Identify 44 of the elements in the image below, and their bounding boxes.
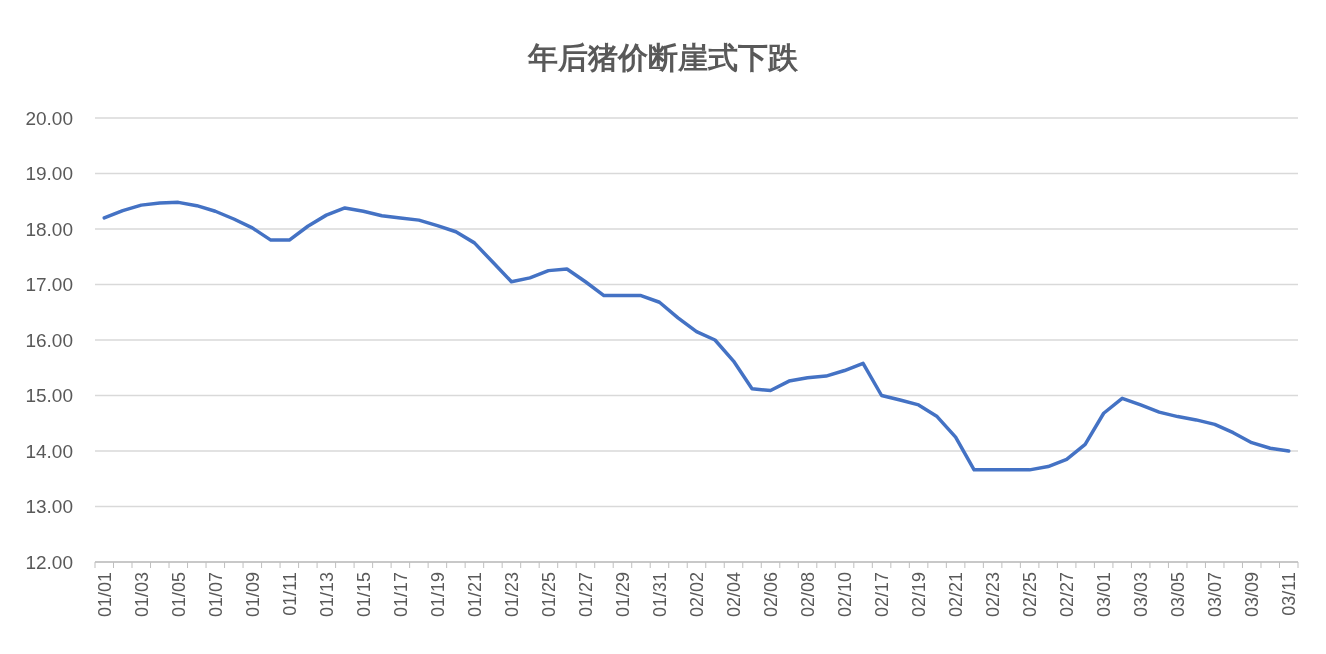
x-tick-label: 02/25 (1019, 572, 1040, 618)
x-tick-label: 01/19 (427, 572, 448, 618)
x-tick-label: 01/09 (242, 572, 263, 618)
x-tick-label: 01/25 (538, 572, 559, 618)
y-tick-label: 16.00 (25, 329, 73, 351)
x-tick-label: 03/03 (1130, 572, 1151, 618)
x-tick-label: 02/10 (834, 572, 855, 618)
x-tick-label: 02/06 (760, 572, 781, 618)
x-tick-label: 03/01 (1093, 572, 1114, 618)
x-tick-label: 02/04 (723, 572, 744, 618)
y-tick-label: 14.00 (25, 440, 73, 462)
line-series (102, 200, 1291, 472)
x-tick-label: 01/05 (168, 572, 189, 618)
x-tick-label: 01/21 (464, 572, 485, 618)
x-tick-label: 03/09 (1242, 572, 1263, 618)
x-tick-label: 01/03 (131, 572, 152, 618)
x-tick-label: 01/31 (649, 572, 670, 618)
x-tick-label: 01/11 (279, 572, 300, 616)
x-tick-label: 01/13 (316, 572, 337, 618)
x-tick-label: 02/19 (908, 572, 929, 618)
y-tick-label: 19.00 (25, 163, 73, 185)
x-tick-label: 02/23 (982, 572, 1003, 618)
x-tick-label: 01/07 (205, 572, 226, 618)
y-tick-label: 15.00 (25, 385, 73, 407)
chart-title: 年后猪价断崖式下跌 (527, 41, 799, 74)
x-tick-label: 02/02 (686, 572, 707, 618)
x-tick-label: 03/05 (1168, 572, 1188, 618)
y-tick-label: 20.00 (25, 107, 73, 129)
x-tick-label: 03/07 (1205, 572, 1226, 618)
x-tick-label: 01/17 (390, 572, 411, 618)
x-tick-label: 02/08 (797, 572, 818, 618)
x-tick-label: 01/23 (501, 572, 522, 618)
y-tick-label: 12.00 (25, 551, 73, 573)
x-tick-label: 02/17 (871, 572, 892, 618)
x-tick-label: 01/29 (612, 572, 633, 618)
x-tick-label: 01/15 (353, 572, 374, 618)
x-tick-label: 02/21 (945, 572, 966, 618)
y-tick-label: 13.00 (25, 496, 73, 518)
x-tick-label: 01/01 (94, 572, 115, 618)
x-tick-label: 02/27 (1056, 572, 1077, 618)
y-tick-label: 18.00 (25, 218, 73, 240)
x-tick-label: 01/27 (575, 572, 596, 618)
x-tick-label: 03/11 (1279, 572, 1300, 616)
y-tick-label: 17.00 (25, 274, 73, 296)
